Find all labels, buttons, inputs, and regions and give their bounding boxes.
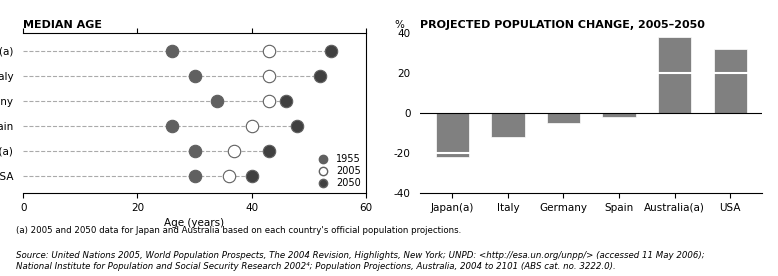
Y-axis label: %: % (394, 20, 405, 30)
Bar (436, 113, 469, 157)
Bar (547, 113, 580, 123)
Point (188, 73, 201, 78)
Text: (a) 2005 and 2050 data for Japan and Australia based on each country's official : (a) 2005 and 2050 data for Japan and Aus… (16, 226, 461, 235)
Text: MEDIAN AGE: MEDIAN AGE (23, 20, 103, 30)
Bar (713, 49, 747, 113)
Legend: 1955, 2005, 2050: 1955, 2005, 2050 (314, 155, 361, 188)
Point (166, 48, 178, 53)
Point (228, 148, 240, 153)
Point (211, 99, 223, 103)
X-axis label: Age (years): Age (years) (164, 219, 225, 229)
Bar (602, 113, 636, 117)
Point (291, 123, 303, 128)
Text: Source: United Nations 2005, World Population Prospects, The 2004 Revision, High: Source: United Nations 2005, World Popul… (16, 251, 704, 270)
Bar (658, 37, 692, 113)
Text: PROJECTED POPULATION CHANGE, 2005–2050: PROJECTED POPULATION CHANGE, 2005–2050 (420, 20, 705, 30)
Point (325, 48, 338, 53)
Point (262, 148, 275, 153)
Point (188, 148, 201, 153)
Point (245, 174, 258, 178)
Point (279, 99, 292, 103)
Point (166, 123, 178, 128)
Point (314, 73, 326, 78)
Point (223, 174, 235, 178)
Point (188, 174, 201, 178)
Point (262, 48, 275, 53)
Bar (491, 113, 524, 137)
Point (262, 99, 275, 103)
Point (262, 73, 275, 78)
Point (245, 123, 258, 128)
